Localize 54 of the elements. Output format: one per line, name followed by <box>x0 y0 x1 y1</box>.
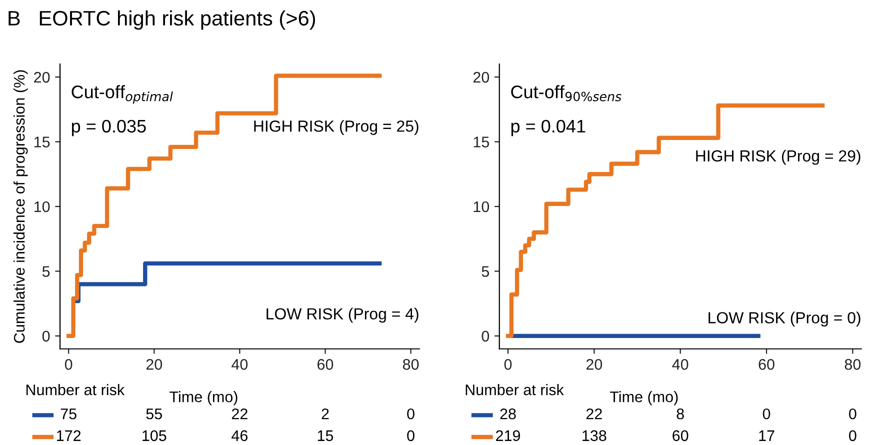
text: Number at risk <box>466 384 564 396</box>
x-tick-label: 60 <box>318 359 334 370</box>
series-label: HIGH RISK (Prog = 25) <box>254 120 418 135</box>
y-tick-label: 20 <box>473 72 490 83</box>
text: 0 <box>849 408 856 420</box>
text: 22 <box>586 408 602 420</box>
text: Number at risk <box>26 384 125 396</box>
y-tick-label: 5 <box>42 266 50 277</box>
y-tick-label: 5 <box>482 266 490 277</box>
chart-title: B EORTC high risk patients (>6) <box>8 10 316 30</box>
x-tick-label: 40 <box>232 359 248 370</box>
text: 2 <box>322 408 329 420</box>
text: 60 <box>672 430 688 442</box>
x-tick-label: 0 <box>504 359 512 370</box>
y-tick-label: 15 <box>474 136 490 148</box>
x-tick-label: 20 <box>586 359 602 370</box>
y-tick-label: 0 <box>482 330 490 342</box>
text: 17 <box>759 430 774 441</box>
x-tick-label: 80 <box>844 359 861 370</box>
annotation: Cut-off$_{optimal}$ <box>72 85 173 104</box>
annotation: p = 0.041 <box>511 120 586 136</box>
x-tick-label: 80 <box>402 359 419 370</box>
text: 75 <box>60 408 76 420</box>
text: 0 <box>849 430 856 442</box>
text: 105 <box>142 430 166 442</box>
x-tick-label: 20 <box>146 359 162 370</box>
y-tick-label: 10 <box>34 201 50 212</box>
text: 219 <box>496 430 520 442</box>
text: 138 <box>582 430 606 442</box>
y-tick-label: 10 <box>474 201 490 212</box>
annotation: Cut-off$_{90%sens}$ <box>511 85 622 102</box>
x-tick-label: 60 <box>758 359 774 370</box>
annotation: p = 0.035 <box>72 120 146 136</box>
y-tick-label: 0 <box>42 330 50 342</box>
text: 0 <box>407 408 414 420</box>
text: 8 <box>676 408 684 420</box>
x-tick-label: 0 <box>64 359 72 370</box>
series-label: LOW RISK (Prog = 0) <box>708 312 860 327</box>
y-tick-label: 15 <box>34 136 50 148</box>
text: 0 <box>407 430 414 442</box>
text: 172 <box>57 430 81 441</box>
text: 28 <box>500 408 516 420</box>
text: 15 <box>318 430 334 442</box>
y-tick-label: 20 <box>34 72 50 83</box>
text: 55 <box>146 408 162 420</box>
y-axis-title: Cumulative incidence of progression (%) <box>14 70 28 343</box>
text: 46 <box>232 430 248 442</box>
x-axis-title: Time (mo) <box>610 391 678 406</box>
text: 0 <box>762 408 770 420</box>
text: LOW RISK (Prog = 4) <box>266 308 418 323</box>
x-axis-title: Time (mo) <box>170 391 238 406</box>
text: 22 <box>232 408 248 420</box>
series-label: HIGH RISK (Prog = 29) <box>696 150 860 165</box>
x-tick-label: 40 <box>672 359 688 370</box>
